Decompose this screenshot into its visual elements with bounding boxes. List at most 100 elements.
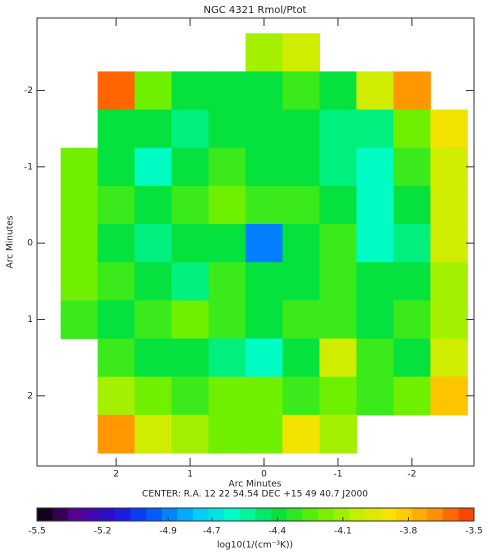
cell: [430, 338, 468, 378]
x-tick-label: 2: [113, 470, 119, 480]
cell: [319, 147, 357, 187]
colorbar-swatch: [239, 508, 256, 521]
cell: [393, 185, 431, 225]
cell: [282, 33, 320, 72]
cell: [356, 300, 394, 340]
cell: [171, 300, 210, 340]
colorbar-tick-label: -5.2: [94, 527, 112, 537]
colorbar-tick-label: -5.5: [28, 527, 46, 537]
cell: [393, 71, 431, 111]
cell: [60, 262, 99, 301]
cell: [356, 185, 394, 225]
colorbar-tick-label: -3.8: [400, 527, 418, 537]
cell: [356, 376, 394, 416]
cell: [97, 71, 136, 111]
colorbar-swatch: [115, 508, 132, 521]
cell: [208, 71, 247, 111]
y-tick-label: 2: [27, 391, 33, 401]
cell: [208, 376, 247, 416]
cell: [134, 185, 173, 225]
cell: [282, 224, 320, 263]
colorbar-frame: [36, 507, 475, 522]
cell: [245, 224, 283, 263]
cell: [319, 338, 357, 378]
colorbar-swatch: [380, 508, 397, 521]
cell: [134, 109, 173, 149]
cell: [282, 109, 320, 149]
colorbar-swatch: [37, 508, 54, 521]
y-tick-label: 0: [27, 239, 33, 249]
colorbar-swatch: [224, 508, 241, 521]
cell: [171, 414, 210, 454]
cell: [245, 109, 283, 149]
colorbar-swatch: [333, 508, 350, 521]
cell: [134, 224, 173, 263]
colorbar-swatch: [395, 508, 413, 521]
colorbar-swatch: [458, 508, 475, 521]
colorbar-swatch: [317, 508, 335, 521]
cell: [356, 262, 394, 301]
cell: [245, 338, 283, 378]
cell: [319, 71, 357, 111]
cell: [171, 262, 210, 301]
cell: [393, 262, 431, 301]
cell: [282, 376, 320, 416]
cell: [319, 224, 357, 263]
cell: [393, 300, 431, 340]
colorbar-swatch: [68, 508, 85, 521]
cell: [134, 414, 173, 454]
cell: [245, 414, 283, 454]
cell: [97, 224, 136, 263]
cell: [134, 147, 173, 187]
cell: [393, 147, 431, 187]
cell: [319, 300, 357, 340]
cell: [282, 71, 320, 111]
cell: [319, 376, 357, 416]
cell: [393, 338, 431, 378]
cell: [134, 376, 173, 416]
colorbar-swatch: [349, 508, 366, 521]
center-text: CENTER: R.A. 12 22 54.54 DEC +15 49 40.7…: [142, 490, 368, 500]
colorbar-swatch: [146, 508, 163, 521]
cell: [208, 109, 247, 149]
cell: [208, 185, 247, 225]
cell: [208, 262, 247, 301]
cell: [319, 109, 357, 149]
cell: [356, 224, 394, 263]
colorbar-swatch: [286, 508, 303, 521]
colorbar-tick-label: -4.1: [334, 527, 352, 537]
colorbar-label: log10(1/(cm⁻³K)): [217, 541, 293, 551]
x-axis-label: Arc Minutes: [229, 480, 282, 490]
cell: [134, 338, 173, 378]
cell: [97, 147, 136, 187]
colorbar-tick-label: -4.7: [203, 527, 221, 537]
cell: [356, 338, 394, 378]
cell: [97, 338, 136, 378]
cell: [282, 185, 320, 225]
cell: [245, 147, 283, 187]
colorbar-tick-label: -3.5: [465, 527, 483, 537]
cell: [356, 109, 394, 149]
colorbar-swatch: [99, 508, 116, 521]
cell: [245, 185, 283, 225]
cell: [97, 376, 136, 416]
cell: [430, 224, 468, 263]
cell: [171, 376, 210, 416]
x-tick-label: -2: [407, 470, 416, 480]
cell: [60, 185, 99, 225]
cell: [245, 33, 283, 72]
y-tick-label: -1: [24, 162, 33, 172]
cell: [282, 300, 320, 340]
cell: [208, 414, 247, 454]
cell: [430, 109, 468, 149]
x-tick-label: 1: [187, 470, 193, 480]
cell: [208, 338, 247, 378]
cell: [282, 414, 320, 454]
cell: [208, 224, 247, 263]
cell: [393, 109, 431, 149]
cell: [97, 109, 136, 149]
colorbar-swatch: [427, 508, 444, 521]
cell: [430, 300, 468, 340]
colorbar-swatch: [208, 508, 225, 521]
